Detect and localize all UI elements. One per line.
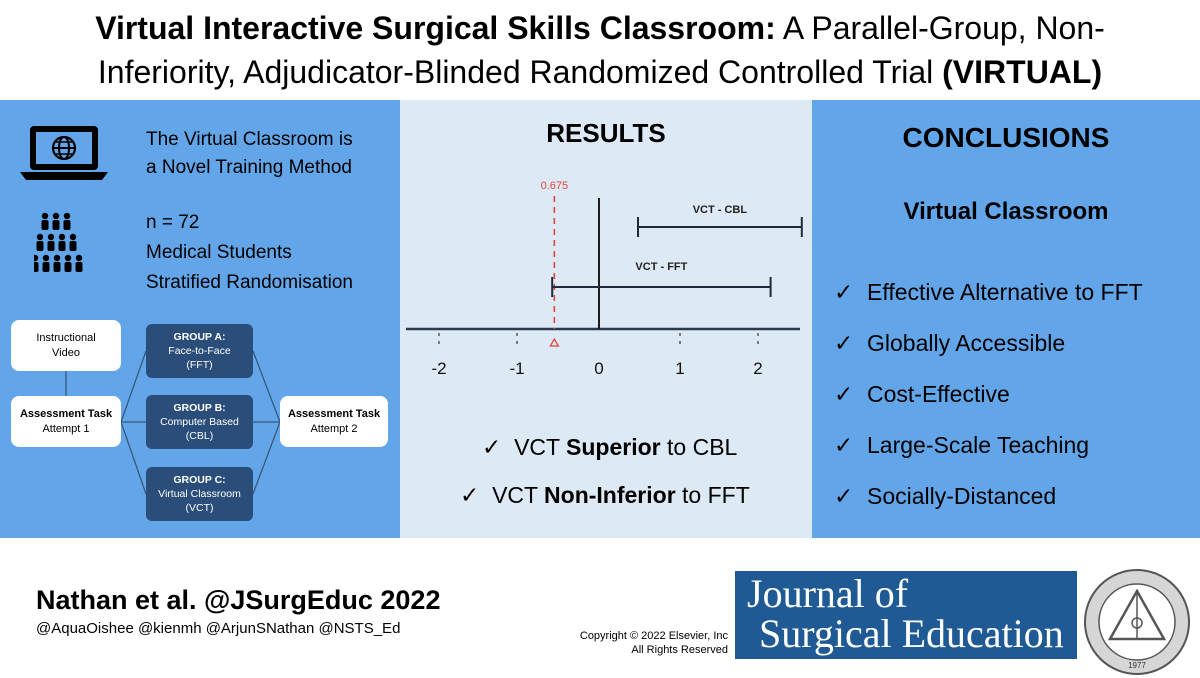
video-line-1: Instructional: [36, 331, 96, 344]
margin-marker-icon: [549, 337, 560, 347]
conclusion-item: ✓ Effective Alternative to FFT: [834, 272, 1143, 323]
title-line-2: Inferiority, Adjudicator-Blinded Randomi…: [0, 50, 1200, 94]
results-title: RESULTS: [546, 118, 666, 148]
group-b-line1: Computer Based: [160, 416, 239, 428]
check-mark-icon: ✓: [482, 434, 502, 460]
methods-panel: The Virtual Classroom is a Novel Trainin…: [0, 100, 400, 538]
instructional-video-box: Instructional Video: [11, 320, 121, 371]
conclusions-panel: CONCLUSIONS Virtual Classroom ✓ Effective…: [812, 100, 1200, 538]
assessment-2-box: Assessment Task Attempt 2: [280, 396, 388, 447]
confidence-interval-chart: -2 -1 0 1 2 0.675 VCT - CBL VCT - FFT: [406, 180, 803, 378]
flow-connectors: [65, 350, 281, 495]
result-1-post: to CBL: [660, 434, 738, 460]
results-panel: RESULTS -2 -1 0 1 2 0.675 VCT - CBL VCT - FFT ✓…: [400, 100, 812, 538]
group-b-name: GROUP B:: [173, 402, 226, 414]
check-mark-icon: ✓: [460, 482, 480, 508]
conclusion-text: Cost-Effective: [867, 381, 1010, 407]
assessment-1-sub: Attempt 1: [42, 422, 90, 435]
copyright-line-1: Copyright © 2022 Elsevier, Inc: [579, 630, 728, 642]
conclusion-item: ✓ Large-Scale Teaching: [834, 425, 1143, 476]
conclusions-subtitle: Virtual Classroom: [903, 198, 1109, 225]
result-1-bold: Superior: [566, 434, 661, 460]
sample-text: n = 72 Medical Students Stratified Rando…: [146, 208, 353, 298]
tick-label: -1: [509, 359, 524, 378]
poster-title: Virtual Interactive Surgical Skills Clas…: [0, 6, 1200, 98]
conclusion-item: ✓ Cost-Effective: [834, 374, 1143, 425]
check-mark-icon: ✓: [834, 330, 854, 356]
result-non-inferior: ✓ VCT Non-Inferior to FFT: [460, 480, 750, 510]
intro-text: The Virtual Classroom is a Novel Trainin…: [146, 126, 353, 182]
sample-population: Medical Students: [146, 242, 292, 263]
conclusion-text: Effective Alternative to FFT: [867, 279, 1143, 305]
intro-line-1: The Virtual Classroom is: [146, 129, 353, 150]
conclusions-title: CONCLUSIONS: [902, 122, 1110, 153]
twitter-handles: @AquaOishee @kienmh @ArjunSNathan @NSTS_…: [36, 620, 401, 637]
conclusion-item: ✓ Socially-Distanced: [834, 476, 1143, 527]
check-mark-icon: ✓: [834, 432, 854, 458]
journal-logo: Journal of Surgical Education: [735, 571, 1077, 659]
group-b-line2: (CBL): [185, 430, 214, 442]
copyright-line-2: All Rights Reserved: [631, 644, 728, 656]
group-c-line2: (VCT): [185, 502, 214, 514]
conclusion-item: ✓ Globally Accessible: [834, 323, 1143, 374]
seal-year: 1977: [1128, 661, 1146, 670]
result-2-post: to FFT: [675, 482, 750, 508]
margin-label: 0.675: [541, 180, 569, 192]
assessment-1-title: Assessment Task: [19, 407, 113, 420]
sample-size: n = 72: [146, 212, 200, 233]
group-b-box: GROUP B: Computer Based (CBL): [146, 395, 253, 449]
association-seal-icon: 1977: [1084, 569, 1190, 675]
people-group-icon: [34, 212, 83, 272]
check-mark-icon: ✓: [834, 279, 854, 305]
result-2-bold: Non-Inferior: [544, 482, 676, 508]
result-superior: ✓ VCT Superior to CBL: [482, 432, 737, 462]
assessment-2-title: Assessment Task: [287, 407, 381, 420]
assessment-1-box: Assessment Task Attempt 1: [11, 396, 121, 447]
randomisation-method: Stratified Randomisation: [146, 272, 353, 293]
laptop-globe-icon: [20, 126, 108, 180]
tick-label: -2: [431, 359, 446, 378]
intro-line-2: a Novel Training Method: [146, 157, 352, 178]
check-mark-icon: ✓: [834, 381, 854, 407]
ci-label: VCT - FFT: [635, 261, 687, 273]
assessment-2-sub: Attempt 2: [310, 422, 358, 435]
tick-label: 2: [753, 359, 762, 378]
copyright: Copyright © 2022 Elsevier, Inc All Right…: [530, 629, 728, 657]
conclusion-text: Socially-Distanced: [867, 483, 1057, 509]
title-line-1: Virtual Interactive Surgical Skills Clas…: [0, 6, 1200, 50]
conclusions-list: ✓ Effective Alternative to FFT ✓ Globally …: [834, 272, 1143, 527]
group-c-line1: Virtual Classroom: [158, 488, 241, 500]
title-part1: A Parallel-Group, Non-: [775, 10, 1105, 46]
journal-line-1: Journal of: [747, 571, 909, 616]
group-c-name: GROUP C:: [173, 474, 226, 486]
title-bold: Virtual Interactive Surgical Skills Clas…: [95, 10, 776, 46]
conclusion-text: Globally Accessible: [867, 330, 1066, 356]
group-a-line2: (FFT): [186, 359, 213, 371]
citation: Nathan et al. @JSurgEduc 2022: [36, 585, 441, 615]
check-mark-icon: ✓: [834, 483, 854, 509]
tick-label: 0: [594, 359, 603, 378]
group-a-name: GROUP A:: [173, 331, 226, 343]
group-a-line1: Face-to-Face: [168, 345, 231, 357]
result-2-pre: VCT: [492, 482, 545, 508]
journal-line-2: Surgical Education: [759, 611, 1064, 656]
title-acronym: (VIRTUAL): [942, 54, 1103, 90]
group-a-box: GROUP A: Face-to-Face (FFT): [146, 324, 253, 378]
video-line-2: Video: [52, 346, 80, 359]
group-c-box: GROUP C: Virtual Classroom (VCT): [146, 467, 253, 521]
result-1-pre: VCT: [514, 434, 567, 460]
conclusion-text: Large-Scale Teaching: [867, 432, 1090, 458]
ci-label: VCT - CBL: [693, 204, 748, 216]
tick-label: 1: [675, 359, 684, 378]
title-part2: Inferiority, Adjudicator-Blinded Randomi…: [97, 54, 943, 90]
